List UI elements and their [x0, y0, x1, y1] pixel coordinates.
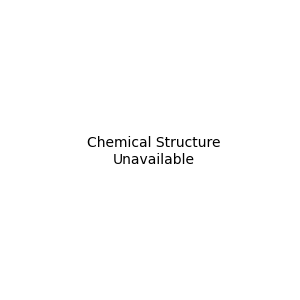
Text: Chemical Structure
Unavailable: Chemical Structure Unavailable: [87, 136, 220, 166]
